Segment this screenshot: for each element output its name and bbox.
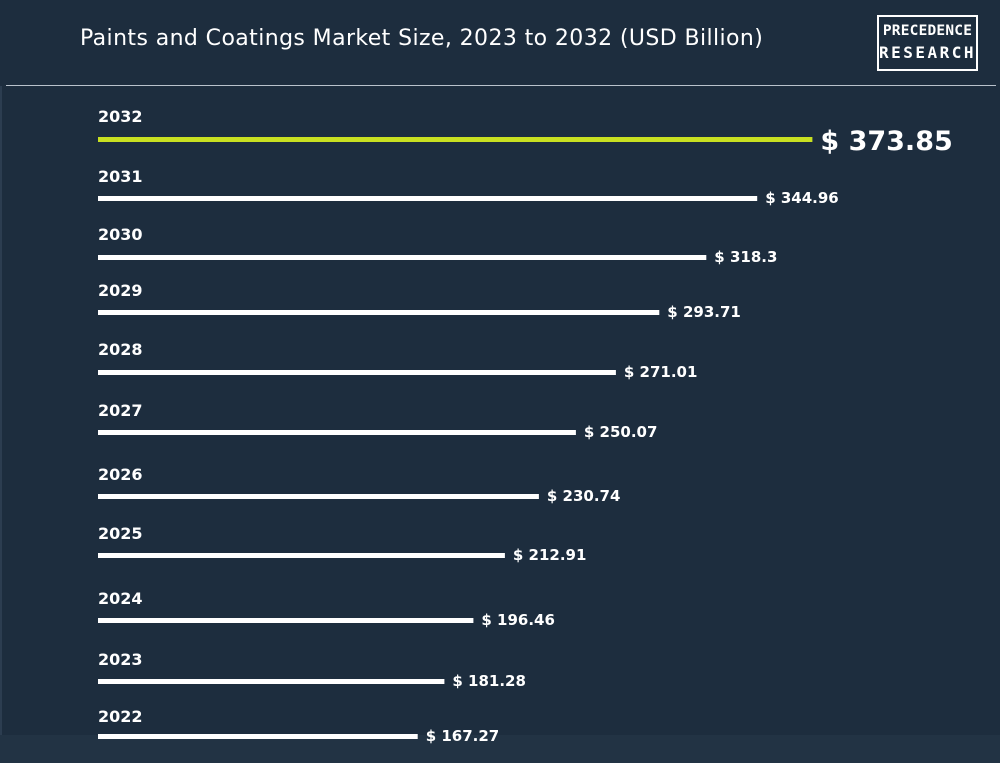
- bar-2030: [98, 255, 707, 260]
- bar-2029: [98, 310, 660, 315]
- year-label-2029: 2029: [98, 281, 143, 300]
- logo-line-2: RESEARCH: [879, 43, 977, 62]
- header-divider: [6, 85, 996, 86]
- year-label-2032: 2032: [98, 107, 143, 126]
- year-label-2026: 2026: [98, 465, 143, 484]
- bar-2025: [98, 553, 505, 558]
- value-label-2029: $ 293.71: [667, 303, 741, 321]
- chart-title: Paints and Coatings Market Size, 2023 to…: [80, 26, 764, 51]
- value-label-2023: $ 181.28: [452, 672, 526, 690]
- bar-2032: [98, 137, 813, 142]
- year-label-2030: 2030: [98, 225, 143, 244]
- bar-2023: [98, 679, 445, 684]
- year-label-2024: 2024: [98, 589, 143, 608]
- logo-line-1: PRECEDENCE: [882, 23, 973, 39]
- value-label-2027: $ 250.07: [584, 423, 658, 441]
- value-label-2024: $ 196.46: [481, 611, 555, 629]
- year-label-2022: 2022: [98, 707, 143, 726]
- value-label-2030: $ 318.3: [714, 248, 777, 266]
- year-label-2025: 2025: [98, 524, 143, 543]
- year-label-2023: 2023: [98, 650, 143, 669]
- year-label-2028: 2028: [98, 340, 143, 359]
- value-label-2025: $ 212.91: [513, 546, 587, 564]
- bar-2022: [98, 734, 418, 739]
- bar-2026: [98, 494, 539, 499]
- precedence-research-logo: PRECEDENCE RESEARCH: [877, 15, 978, 71]
- year-label-2027: 2027: [98, 401, 143, 420]
- bar-2024: [98, 618, 474, 623]
- bottom-band: [0, 735, 1000, 763]
- value-label-2031: $ 344.96: [765, 189, 839, 207]
- bar-2028: [98, 370, 616, 375]
- value-label-2028: $ 271.01: [624, 363, 698, 381]
- left-edge-line: [0, 86, 2, 736]
- value-label-2032: $ 373.85: [820, 126, 952, 157]
- value-label-2022: $ 167.27: [426, 727, 500, 745]
- value-label-2026: $ 230.74: [547, 487, 621, 505]
- bar-2027: [98, 430, 576, 435]
- bar-2031: [98, 196, 758, 201]
- year-label-2031: 2031: [98, 167, 143, 186]
